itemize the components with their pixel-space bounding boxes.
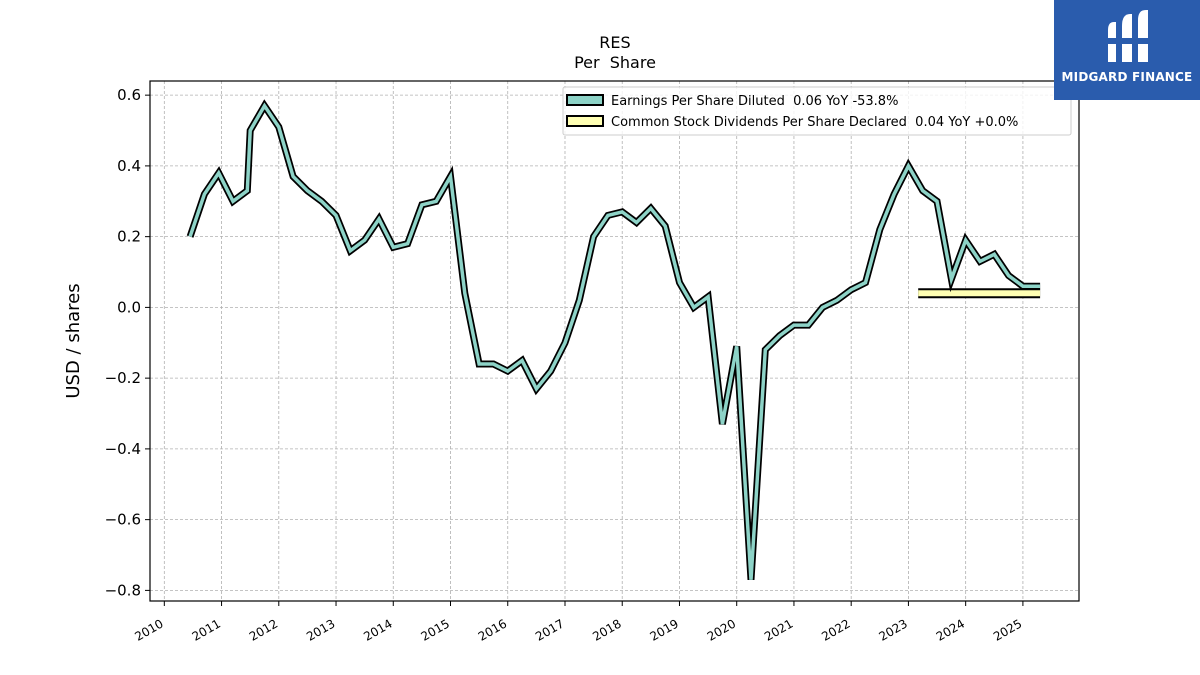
chart-title: RES xyxy=(599,33,630,52)
x-tick-label: 2012 xyxy=(247,616,280,643)
x-tick-label: 2011 xyxy=(190,616,223,643)
legend-box xyxy=(562,86,1072,136)
legend-label-dividends: Common Stock Dividends Per Share Declare… xyxy=(611,115,1018,130)
x-tick-label: 2014 xyxy=(361,616,394,643)
legend-swatch-eps xyxy=(566,94,604,106)
y-tick-label: −0.8 xyxy=(105,581,141,599)
x-ticks: 2010 2011 2012 2013 2014 2015 2016 2017 2018 2019… xyxy=(132,601,1024,644)
logo-text: MIDGARD FINANCE xyxy=(1061,70,1193,84)
plot-frame xyxy=(149,80,1080,602)
legend-label-eps: Earnings Per Share Diluted 0.06 YoY -53.… xyxy=(611,94,898,109)
x-tick-label: 2024 xyxy=(934,616,967,643)
y-tick-label: −0.2 xyxy=(105,369,141,387)
x-tick-label: 2015 xyxy=(419,616,452,643)
x-tick-label: 2021 xyxy=(762,616,795,643)
x-tick-label: 2025 xyxy=(991,616,1024,643)
x-tick-label: 2018 xyxy=(590,616,623,643)
eps-line xyxy=(188,102,1041,580)
legend-swatch-dividends xyxy=(566,115,604,127)
x-tick-label: 2017 xyxy=(533,616,566,643)
x-tick-label: 2016 xyxy=(476,616,509,643)
y-tick-label: 0.4 xyxy=(117,157,141,175)
x-tick-label: 2013 xyxy=(304,616,337,643)
y-tick-label: 0.6 xyxy=(117,86,141,104)
logo-mark-icon xyxy=(1054,0,1200,100)
logo-m-bar xyxy=(1106,38,1150,44)
x-tick-label: 2020 xyxy=(705,616,738,643)
y-tick-label: −0.4 xyxy=(105,440,141,458)
chart-subtitle: Per Share xyxy=(574,53,656,72)
eps-line-outline xyxy=(186,99,1041,581)
midgard-finance-logo: MIDGARD FINANCE xyxy=(1054,0,1200,100)
x-tick-label: 2022 xyxy=(819,616,852,643)
x-tick-label: 2010 xyxy=(132,616,165,643)
series-layer xyxy=(186,99,1041,581)
y-tick-label: 0.0 xyxy=(117,298,141,316)
y-ticks: 0.6 0.4 0.2 0.0 −0.2 −0.4 −0.6 −0.8 xyxy=(105,86,150,599)
x-tick-label: 2023 xyxy=(876,616,909,643)
x-tick-label: 2019 xyxy=(648,616,681,643)
y-axis-label: USD / shares xyxy=(63,283,84,398)
y-tick-label: 0.2 xyxy=(117,228,141,246)
logo-m-glyph xyxy=(1138,10,1148,62)
legend: Earnings Per Share Diluted 0.06 YoY -53.… xyxy=(562,86,1072,136)
y-tick-label: −0.6 xyxy=(105,511,141,529)
